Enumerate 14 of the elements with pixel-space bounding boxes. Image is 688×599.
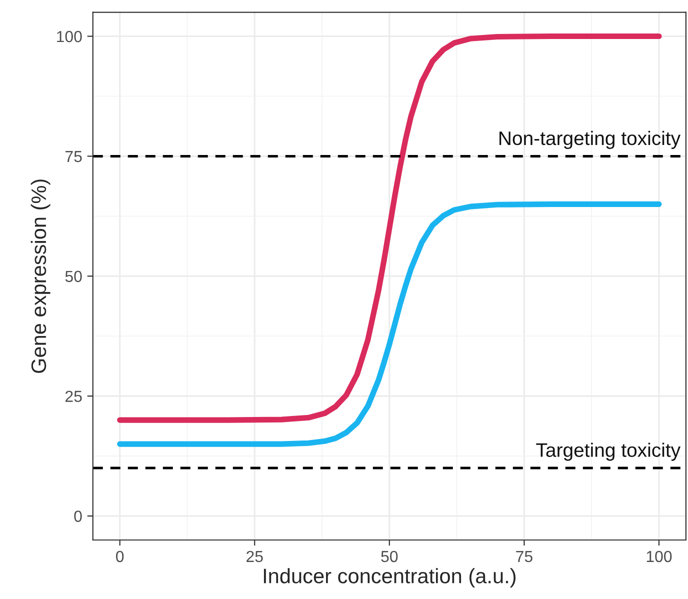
- y-axis-title: Gene expression (%): [30, 180, 50, 373]
- x-tick-label: 100: [646, 550, 672, 562]
- x-tick-label: 25: [246, 550, 263, 562]
- y-tick-label: 25: [66, 390, 82, 402]
- y-tick-label: 75: [66, 151, 82, 162]
- x-tick-label: 0: [116, 550, 124, 562]
- y-tick-label: 50: [65, 270, 82, 282]
- y-tick-label: 100: [57, 30, 82, 42]
- y-tick-label: 0: [74, 510, 82, 522]
- x-tick-label: 50: [381, 550, 398, 562]
- ref-line-label: Non-targeting toxicity: [500, 130, 681, 150]
- x-tick-label: 75: [516, 551, 532, 562]
- ref-line-label: Targeting toxicity: [536, 442, 681, 461]
- x-axis-title: Inducer concentration (a.u.): [264, 568, 516, 588]
